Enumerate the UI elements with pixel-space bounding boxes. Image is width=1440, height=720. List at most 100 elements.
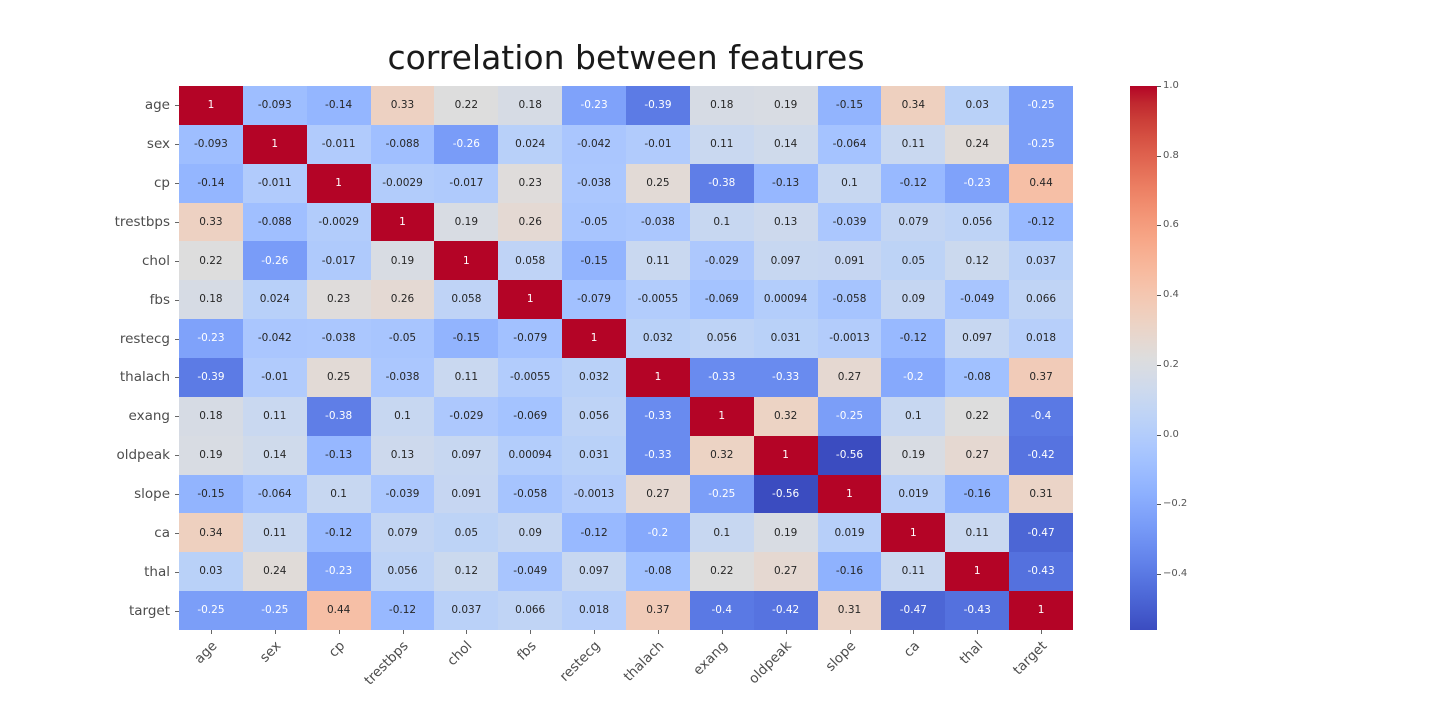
heatmap-cell: -0.042 [562, 124, 626, 164]
x-tick-label: oldpeak [745, 638, 795, 688]
y-tick-label: thal [144, 563, 170, 580]
heatmap-cell: -0.12 [306, 513, 371, 553]
heatmap-cell: 0.05 [434, 513, 499, 553]
heatmap-cell: -0.25 [1009, 86, 1073, 125]
heatmap-cell: 0.23 [498, 163, 563, 203]
heatmap-cell: -0.47 [881, 591, 946, 630]
heatmap-cell: 1 [817, 474, 882, 514]
heatmap-cell: 1 [689, 396, 754, 436]
heatmap-cell: 0.018 [1009, 319, 1073, 358]
heatmap-cell: -0.14 [179, 163, 243, 203]
colorbar-tick-mark [1157, 504, 1161, 506]
heatmap-cell: -0.26 [242, 241, 307, 281]
heatmap-cell: -0.088 [242, 202, 307, 242]
heatmap-cell: 0.19 [881, 435, 946, 475]
heatmap-cell: -0.079 [562, 280, 626, 320]
heatmap-cell: -0.05 [562, 202, 626, 242]
heatmap-cell: 1 [945, 552, 1010, 592]
heatmap-cell: -0.25 [242, 591, 307, 630]
heatmap-cell: 0.22 [689, 552, 754, 592]
x-tick-mark [594, 630, 596, 634]
heatmap-cell: -0.038 [370, 358, 435, 397]
heatmap-cell: 0.018 [562, 591, 626, 630]
heatmap-cell: -0.029 [434, 396, 499, 436]
colorbar-tick-label: 0.8 [1163, 149, 1179, 161]
heatmap-cell: -0.064 [242, 474, 307, 514]
heatmap-cell: -0.33 [753, 358, 818, 397]
y-tick-label: oldpeak [116, 447, 170, 464]
heatmap-cell: 1 [626, 358, 690, 397]
heatmap-cell: 0.34 [179, 513, 243, 553]
heatmap-cell: 0.097 [945, 319, 1010, 358]
heatmap-cell: 0.11 [242, 396, 307, 436]
heatmap-cell: 0.27 [753, 552, 818, 592]
colorbar-tick-label: −0.2 [1163, 498, 1188, 510]
heatmap-cell: -0.038 [306, 319, 371, 358]
y-tick-label: restecg [119, 330, 170, 347]
heatmap-cell: 0.056 [562, 396, 626, 436]
heatmap-cell: 0.066 [1009, 280, 1073, 320]
heatmap-cell: -0.08 [626, 552, 690, 592]
y-tick-mark [175, 377, 179, 379]
heatmap-cell: -0.042 [242, 319, 307, 358]
heatmap-cell: 0.019 [817, 513, 882, 553]
heatmap-cell: -0.039 [817, 202, 882, 242]
x-tick-mark [657, 630, 659, 634]
colorbar-tick-label: 1.0 [1163, 80, 1179, 91]
x-tick-mark [849, 630, 851, 634]
heatmap-cell: 0.19 [753, 513, 818, 553]
heatmap-cell: 1 [562, 319, 626, 358]
heatmap-cell: 0.097 [434, 435, 499, 475]
heatmap-cell: 0.18 [179, 396, 243, 436]
heatmap-cell: 0.00094 [498, 435, 563, 475]
heatmap-cell: 0.22 [434, 86, 499, 125]
y-tick-mark [175, 416, 179, 418]
heatmap-cell: 0.44 [306, 591, 371, 630]
heatmap-cell: -0.56 [817, 435, 882, 475]
heatmap-cell: 0.18 [689, 86, 754, 125]
heatmap-cell: -0.2 [881, 358, 946, 397]
x-tick-label: trestbps [361, 638, 412, 689]
heatmap-cell: -0.079 [498, 319, 563, 358]
x-tick-mark [721, 630, 723, 634]
heatmap-cell: 1 [179, 86, 243, 125]
heatmap-cell: 0.11 [626, 241, 690, 281]
heatmap-cell: -0.039 [370, 474, 435, 514]
x-tick-mark [530, 630, 532, 634]
heatmap-cell: 0.25 [306, 358, 371, 397]
heatmap-cell: 0.12 [945, 241, 1010, 281]
y-tick-mark [175, 338, 179, 340]
y-tick-mark [175, 571, 179, 573]
heatmap-cell: -0.0013 [562, 474, 626, 514]
heatmap-cell: 0.24 [242, 552, 307, 592]
heatmap-cell: -0.0013 [817, 319, 882, 358]
heatmap-cell: -0.038 [562, 163, 626, 203]
x-tick-label: fbs [513, 638, 540, 664]
heatmap-cell: 0.37 [626, 591, 690, 630]
heatmap-cell: -0.25 [179, 591, 243, 630]
heatmap-cell: -0.42 [1009, 435, 1073, 475]
y-tick-mark [175, 222, 179, 223]
y-tick-label: age [144, 97, 170, 114]
heatmap-cell: 0.12 [434, 552, 499, 592]
heatmap-cell: 0.019 [881, 474, 946, 514]
heatmap-cell: 0.19 [434, 202, 499, 242]
heatmap-cell: 0.11 [689, 124, 754, 164]
colorbar-tick-mark [1157, 155, 1161, 157]
x-tick-label: cp [325, 638, 348, 661]
x-tick-label: thalach [620, 638, 668, 685]
colorbar-tick-mark [1157, 225, 1161, 227]
heatmap-cell: 0.09 [881, 280, 946, 320]
heatmap-cell: -0.0029 [306, 202, 371, 242]
heatmap-cell: -0.33 [626, 435, 690, 475]
y-tick-label: thalach [119, 369, 170, 386]
heatmap-cell: 0.37 [1009, 358, 1073, 397]
x-tick-mark [977, 630, 979, 634]
heatmap-cell: 0.33 [370, 86, 435, 125]
heatmap-cell: -0.038 [626, 202, 690, 242]
heatmap-cell: 0.091 [434, 474, 499, 514]
y-tick-label: target [128, 602, 170, 619]
heatmap-cell: -0.017 [434, 163, 499, 203]
heatmap-cell: -0.011 [242, 163, 307, 203]
y-tick-mark [175, 610, 179, 612]
